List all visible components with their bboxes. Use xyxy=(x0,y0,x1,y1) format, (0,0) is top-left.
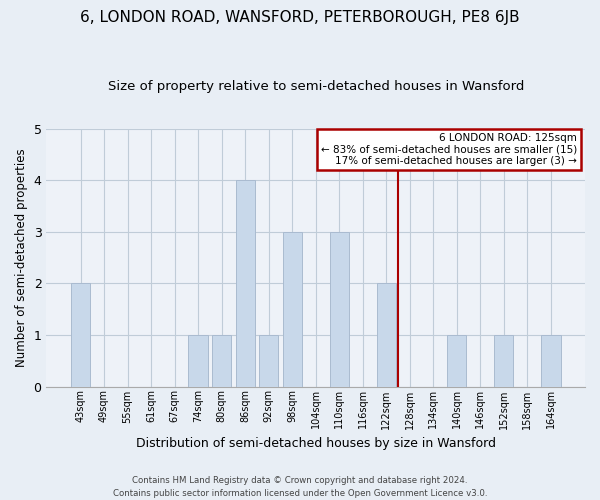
Text: 6, LONDON ROAD, WANSFORD, PETERBOROUGH, PE8 6JB: 6, LONDON ROAD, WANSFORD, PETERBOROUGH, … xyxy=(80,10,520,25)
Bar xyxy=(541,335,560,386)
Bar xyxy=(283,232,302,386)
Bar xyxy=(377,284,396,387)
Bar xyxy=(494,335,514,386)
Bar xyxy=(259,335,278,386)
Bar xyxy=(447,335,466,386)
X-axis label: Distribution of semi-detached houses by size in Wansford: Distribution of semi-detached houses by … xyxy=(136,437,496,450)
Title: Size of property relative to semi-detached houses in Wansford: Size of property relative to semi-detach… xyxy=(107,80,524,93)
Text: Contains HM Land Registry data © Crown copyright and database right 2024.
Contai: Contains HM Land Registry data © Crown c… xyxy=(113,476,487,498)
Text: 6 LONDON ROAD: 125sqm
← 83% of semi-detached houses are smaller (15)
17% of semi: 6 LONDON ROAD: 125sqm ← 83% of semi-deta… xyxy=(320,133,577,166)
Bar xyxy=(329,232,349,386)
Bar xyxy=(212,335,231,386)
Bar xyxy=(236,180,255,386)
Y-axis label: Number of semi-detached properties: Number of semi-detached properties xyxy=(15,148,28,367)
Bar xyxy=(71,284,90,387)
Bar xyxy=(188,335,208,386)
